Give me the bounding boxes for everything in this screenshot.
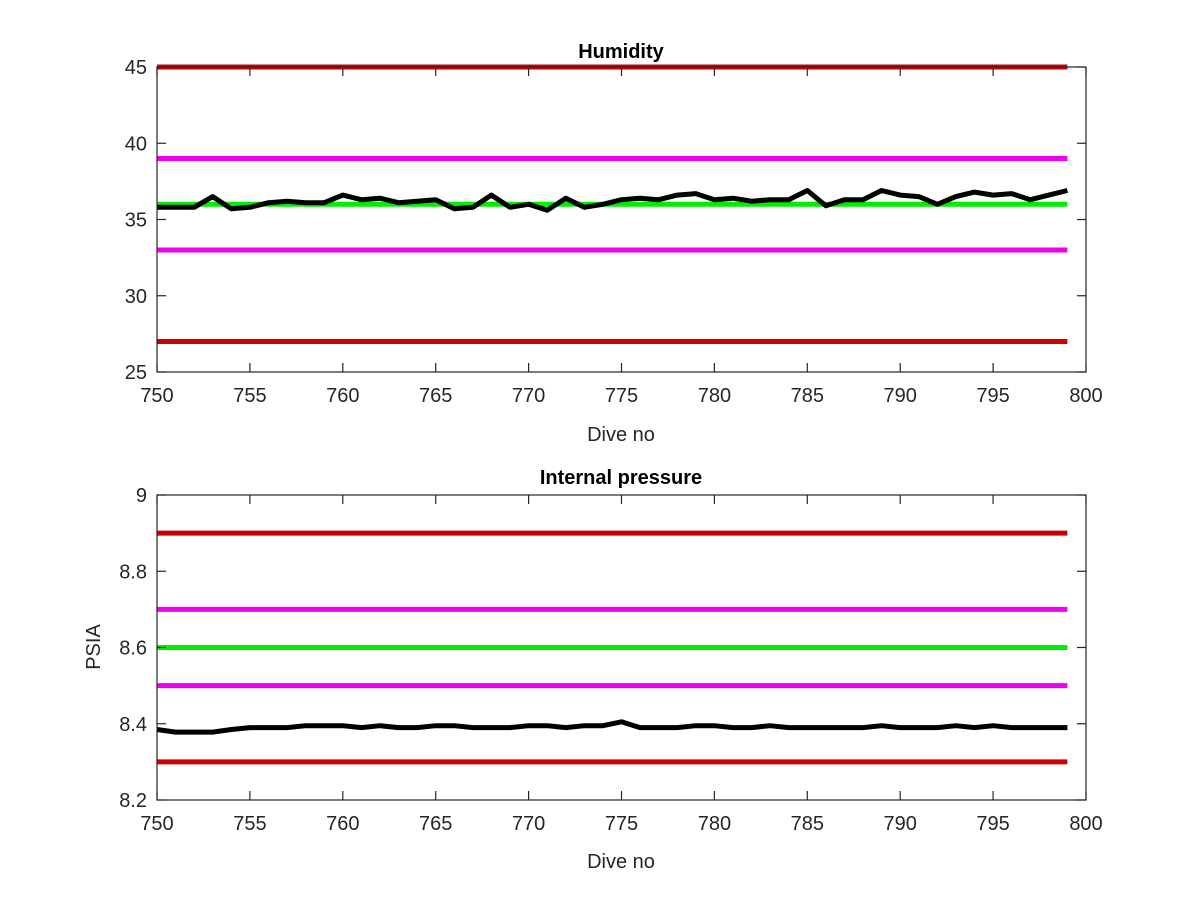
pressure-y-tick-label: 8.8 xyxy=(119,561,147,583)
pressure-title: Internal pressure xyxy=(540,467,702,489)
humidity-x-tick-label: 775 xyxy=(605,385,638,407)
humidity-x-tick-label: 755 xyxy=(233,385,266,407)
pressure-y-tick-label: 9 xyxy=(136,485,147,507)
pressure-x-tick-label: 785 xyxy=(791,813,824,835)
humidity-x-tick-label: 780 xyxy=(698,385,731,407)
pressure-y-tick-label: 8.4 xyxy=(119,714,147,736)
pressure-x-tick-label: 770 xyxy=(512,813,545,835)
pressure-y-tick-label: 8.6 xyxy=(119,638,147,660)
internal-pressure-chart: 750 755 760 765 770 775 780 785 790 795 800 8.2 8.4 8… xyxy=(83,467,1103,873)
humidity-x-tick-label: 785 xyxy=(791,385,824,407)
humidity-y-tick-label: 40 xyxy=(125,133,147,155)
pressure-series-line-0 xyxy=(156,719,1068,735)
pressure-x-tick-label: 780 xyxy=(698,813,731,835)
humidity-x-tick-label: 795 xyxy=(976,385,1009,407)
pressure-y-tick-label: 8.2 xyxy=(119,790,147,812)
pressure-x-tick-label: 765 xyxy=(419,813,452,835)
pressure-x-tick-label: 760 xyxy=(326,813,359,835)
pressure-x-tick-label: 750 xyxy=(140,813,173,835)
humidity-x-tick-label: 800 xyxy=(1069,385,1102,407)
pressure-x-tick-label: 795 xyxy=(976,813,1009,835)
humidity-ticks: 750 755 760 765 770 775 780 785 790 795 800 25 30 35 4… xyxy=(125,57,1103,407)
humidity-y-tick-label: 30 xyxy=(125,286,147,308)
pressure-x-tick-label: 790 xyxy=(884,813,917,835)
pressure-plot-area xyxy=(156,530,1068,765)
pressure-x-tick-label: 800 xyxy=(1069,813,1102,835)
humidity-x-tick-label: 760 xyxy=(326,385,359,407)
pressure-x-tick-label: 755 xyxy=(233,813,266,835)
humidity-y-tick-label: 25 xyxy=(125,362,147,384)
humidity-x-tick-label: 765 xyxy=(419,385,452,407)
humidity-chart: 750 755 760 765 770 775 780 785 790 795 800 25 30 35 4… xyxy=(125,41,1103,446)
pressure-y-axis-label: PSIA xyxy=(83,624,105,670)
humidity-y-tick-label: 45 xyxy=(125,57,147,79)
humidity-title: Humidity xyxy=(578,41,664,63)
humidity-y-tick-label: 35 xyxy=(125,210,147,232)
humidity-series-line-0 xyxy=(157,188,1069,213)
pressure-ticks: 750 755 760 765 770 775 780 785 790 795 800 8.2 8.4 8… xyxy=(119,485,1103,835)
pressure-x-axis-label: Dive no xyxy=(587,851,655,873)
humidity-x-tick-label: 750 xyxy=(140,385,173,407)
humidity-x-tick-label: 770 xyxy=(512,385,545,407)
pressure-x-tick-label: 775 xyxy=(605,813,638,835)
humidity-x-axis-label: Dive no xyxy=(587,424,655,446)
humidity-x-tick-label: 790 xyxy=(884,385,917,407)
